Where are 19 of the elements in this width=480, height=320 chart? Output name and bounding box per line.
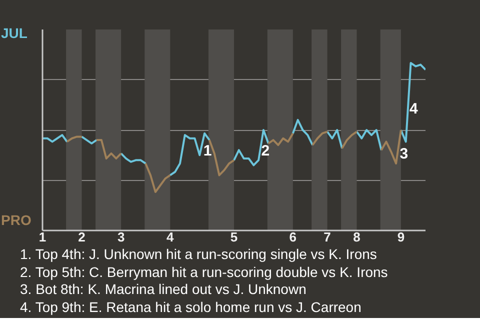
x-tick-label: 9 xyxy=(397,230,405,244)
x-tick-label: 8 xyxy=(353,230,360,244)
annotation: 1 xyxy=(203,142,212,160)
x-tick-label: 7 xyxy=(324,230,331,244)
x-tick-label: 2 xyxy=(78,230,86,244)
text: PRO xyxy=(1,211,32,230)
text: 4. Top 9th: E. Retana hit a solo home run vs J. Carreon xyxy=(20,298,362,316)
annotation: 3 xyxy=(400,146,408,162)
x-tick-label: 4 xyxy=(166,230,175,244)
text: 1. Top 4th: J. Unknown hit a run-scoring single vs K. Irons xyxy=(20,246,378,264)
text: JUL xyxy=(1,24,28,43)
annotation: 2 xyxy=(261,142,270,160)
text: 3. Bot 8th: K. Macrina lined out vs J. Unknown xyxy=(20,281,308,298)
x-tick-label: 5 xyxy=(230,230,238,244)
text: 2. Top 5th: C. Berryman hit a run-scoring double vs K. Irons xyxy=(20,264,388,281)
x-tick-label: 1 xyxy=(38,230,46,244)
annotation: 4 xyxy=(410,100,419,118)
x-tick-label: 6 xyxy=(289,230,297,244)
x-tick-label: 3 xyxy=(117,230,125,244)
